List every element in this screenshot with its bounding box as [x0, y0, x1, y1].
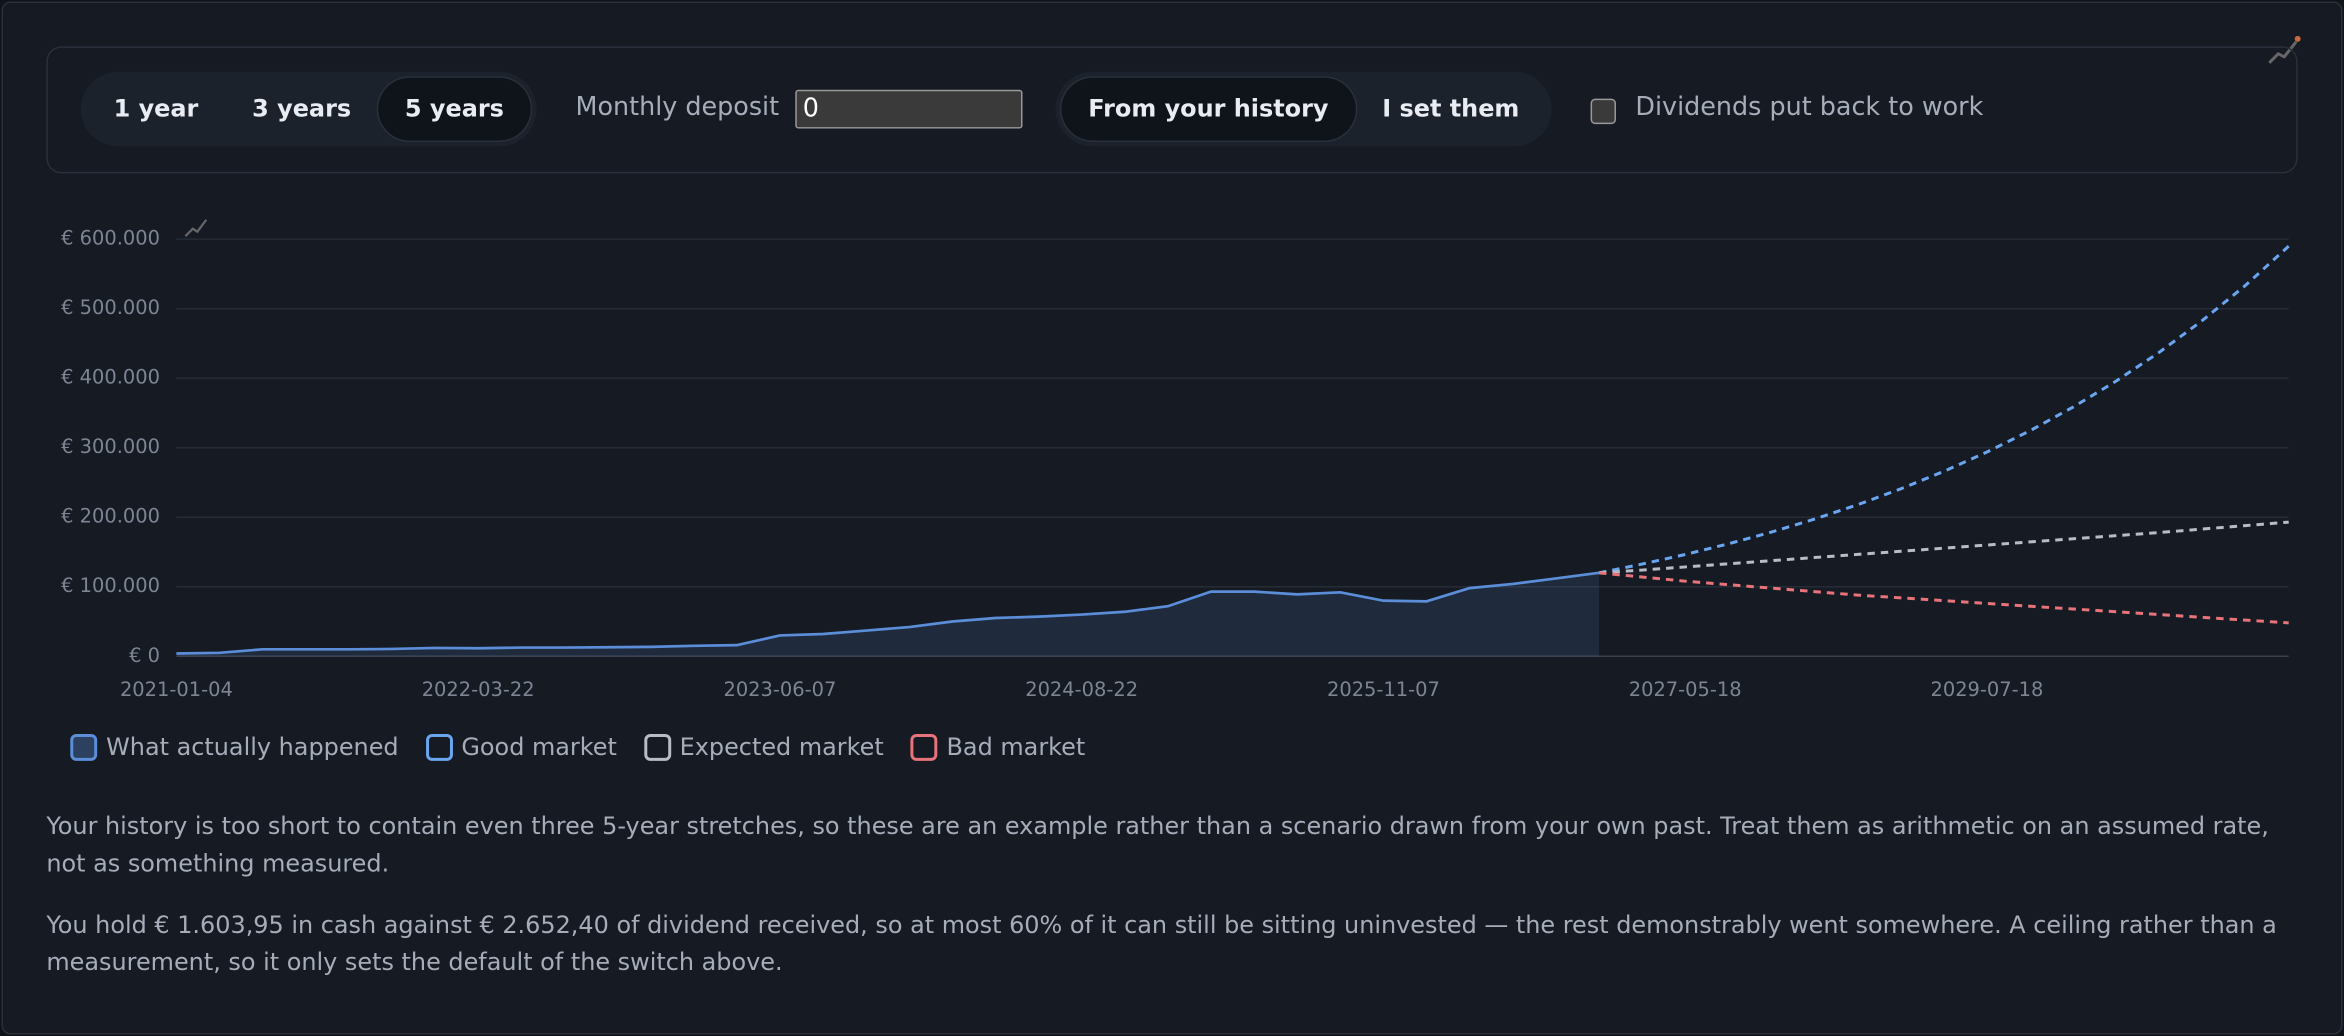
x-tick-label: 2029-07-18	[1930, 678, 2043, 701]
area	[176, 572, 1599, 657]
x-tick-label: 2027-05-18	[1629, 678, 1742, 701]
controls: 1 year 3 years 5 years Monthly deposit 0 F…	[46, 46, 2298, 174]
horizon-button[interactable]: 3 years	[252, 94, 352, 123]
legend-swatch	[70, 733, 98, 761]
y-tick-label: € 400.000	[61, 366, 160, 389]
x-tick-label: 2024-08-22	[1025, 678, 1138, 701]
legend-label: What actually happened	[106, 732, 399, 761]
legend-item[interactable]: Expected market	[643, 732, 884, 761]
legend-label: Expected market	[679, 732, 884, 761]
legend-item[interactable]: Bad market	[910, 732, 1086, 761]
legend-swatch	[425, 733, 453, 761]
deposit-input[interactable]: 0	[795, 89, 1023, 129]
x-tick-label: 2021-01-04	[120, 678, 233, 701]
y-tick-label: € 100.000	[61, 574, 160, 597]
x-tick-label: 2022-03-22	[422, 678, 535, 701]
horizon-toggle: 1 year 3 years 5 years	[80, 71, 537, 147]
legend-item[interactable]: Good market	[425, 732, 617, 761]
horizon-button[interactable]: 5 years	[378, 77, 531, 141]
note: You hold € 1.603,95 in cash against € 2.…	[46, 910, 2277, 977]
note: Your history is too short to contain eve…	[46, 811, 2269, 878]
icon	[184, 219, 208, 237]
x-tick-label: 2025-11-07	[1327, 678, 1440, 701]
line	[1598, 571, 2289, 625]
line	[1598, 245, 2290, 575]
line	[176, 571, 1600, 655]
y-tick-label: € 0	[129, 644, 160, 667]
y-tick-label: € 300.000	[61, 435, 160, 458]
y-tick-label: € 200.000	[61, 505, 160, 528]
x-tick-label: 2023-06-07	[723, 678, 836, 701]
horizon-button[interactable]: 1 year	[113, 94, 199, 123]
deposit-label: Monthly deposit	[575, 92, 780, 123]
legend-swatch	[643, 733, 671, 761]
legend: What actually happened Good market Expecte…	[70, 733, 1085, 761]
source-toggle: From your history I set them	[1055, 71, 1553, 147]
legend-label: Good market	[461, 732, 617, 761]
source-button[interactable]: From your history	[1061, 77, 1356, 141]
chart: € 0 € 100.000 € 200.000 € 300.000 € 400.000 €…	[61, 219, 2290, 701]
source-button[interactable]: I set them	[1382, 94, 1520, 123]
dividends-label[interactable]: Dividends put back to work	[1635, 92, 1984, 123]
y-tick-label: € 500.000	[61, 296, 160, 319]
legend-swatch	[910, 733, 938, 761]
dividends-checkbox[interactable]	[1590, 98, 1616, 125]
line	[1598, 520, 2289, 575]
legend-item[interactable]: What actually happened	[70, 732, 399, 761]
y-tick-label: € 600.000	[61, 227, 160, 250]
legend-label: Bad market	[946, 732, 1086, 761]
